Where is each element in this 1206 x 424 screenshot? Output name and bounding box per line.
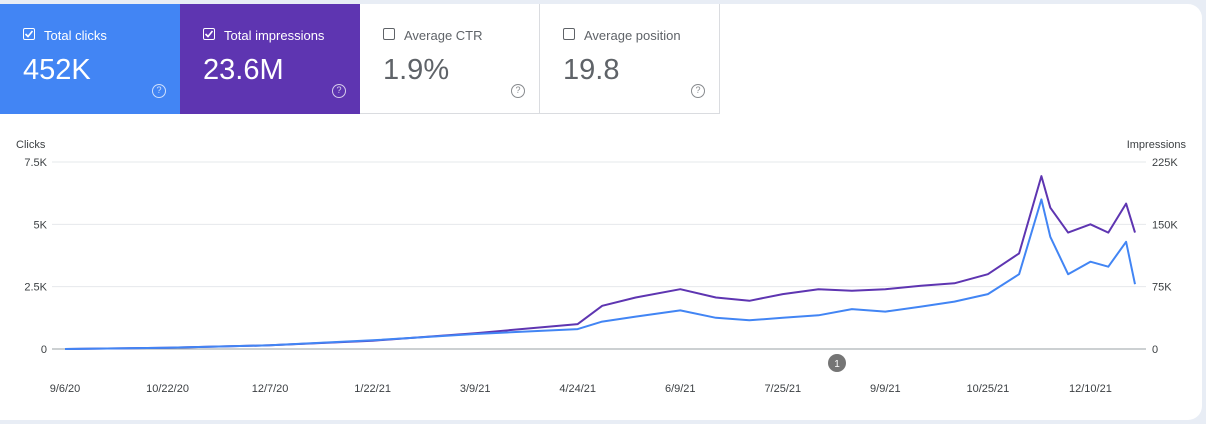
series-line-impressions: [64, 175, 1136, 350]
metric-tile-total-impressions[interactable]: Total impressions 23.6M ?: [180, 4, 360, 114]
series-lines: [64, 175, 1136, 350]
y-right-tick-label: 75K: [1152, 282, 1172, 294]
annotation-marker-label: 1: [834, 359, 840, 370]
y-right-axis-title: Impressions: [1127, 139, 1187, 151]
checkbox-average-position[interactable]: [563, 28, 575, 40]
gridlines: [52, 161, 1146, 350]
metric-tile-total-clicks[interactable]: Total clicks 452K ?: [0, 4, 180, 114]
x-tick-label: 9/6/20: [50, 383, 81, 395]
y-left-tick-label: 0: [41, 344, 47, 356]
y-right-ticks: 0 75K 150K 225K: [1152, 157, 1178, 356]
metric-value: 452K: [23, 54, 91, 86]
metric-label: Average CTR: [404, 28, 483, 43]
x-tick-label: 9/9/21: [870, 383, 901, 395]
annotation-marker[interactable]: 1: [828, 354, 846, 372]
x-tick-label: 3/9/21: [460, 383, 491, 395]
metric-value: 23.6M: [203, 54, 284, 86]
y-left-axis-title: Clicks: [16, 139, 46, 151]
x-tick-label: 12/7/20: [252, 383, 289, 395]
checkbox-total-clicks[interactable]: [23, 28, 35, 40]
metric-label: Average position: [584, 28, 681, 43]
help-icon[interactable]: ?: [332, 84, 346, 98]
help-icon[interactable]: ?: [511, 84, 525, 98]
x-tick-label: 12/10/21: [1069, 383, 1112, 395]
x-axis-ticks: 9/6/20 10/22/20 12/7/20 1/22/21 3/9/21 4/24/2…: [50, 383, 1112, 395]
y-left-tick-label: 2.5K: [24, 282, 47, 294]
help-icon[interactable]: ?: [152, 84, 166, 98]
series-line-clicks: [64, 198, 1136, 350]
checkbox-total-impressions[interactable]: [203, 28, 215, 40]
metric-value: 19.8: [563, 54, 620, 86]
x-tick-label: 6/9/21: [665, 383, 696, 395]
metric-label: Total impressions: [224, 28, 325, 43]
y-right-tick-label: 225K: [1152, 157, 1178, 169]
x-tick-label: 10/22/20: [146, 383, 189, 395]
x-tick-label: 7/25/21: [764, 383, 801, 395]
y-left-tick-label: 5K: [34, 219, 48, 231]
metric-label: Total clicks: [44, 28, 107, 43]
y-left-ticks: 0 2.5K 5K 7.5K: [24, 157, 47, 356]
x-tick-label: 10/25/21: [966, 383, 1009, 395]
performance-card: Total clicks 452K ? Total impressions 23…: [0, 4, 1202, 420]
metric-tile-average-ctr[interactable]: Average CTR 1.9% ?: [360, 4, 540, 114]
x-tick-label: 1/22/21: [354, 383, 391, 395]
y-right-tick-label: 150K: [1152, 219, 1178, 231]
checkbox-average-ctr[interactable]: [383, 28, 395, 40]
metric-value: 1.9%: [383, 54, 450, 86]
y-left-tick-label: 7.5K: [24, 157, 47, 169]
help-icon[interactable]: ?: [691, 84, 705, 98]
y-right-tick-label: 0: [1152, 344, 1158, 356]
x-tick-label: 4/24/21: [559, 383, 596, 395]
metric-tile-average-position[interactable]: Average position 19.8 ?: [540, 4, 720, 114]
